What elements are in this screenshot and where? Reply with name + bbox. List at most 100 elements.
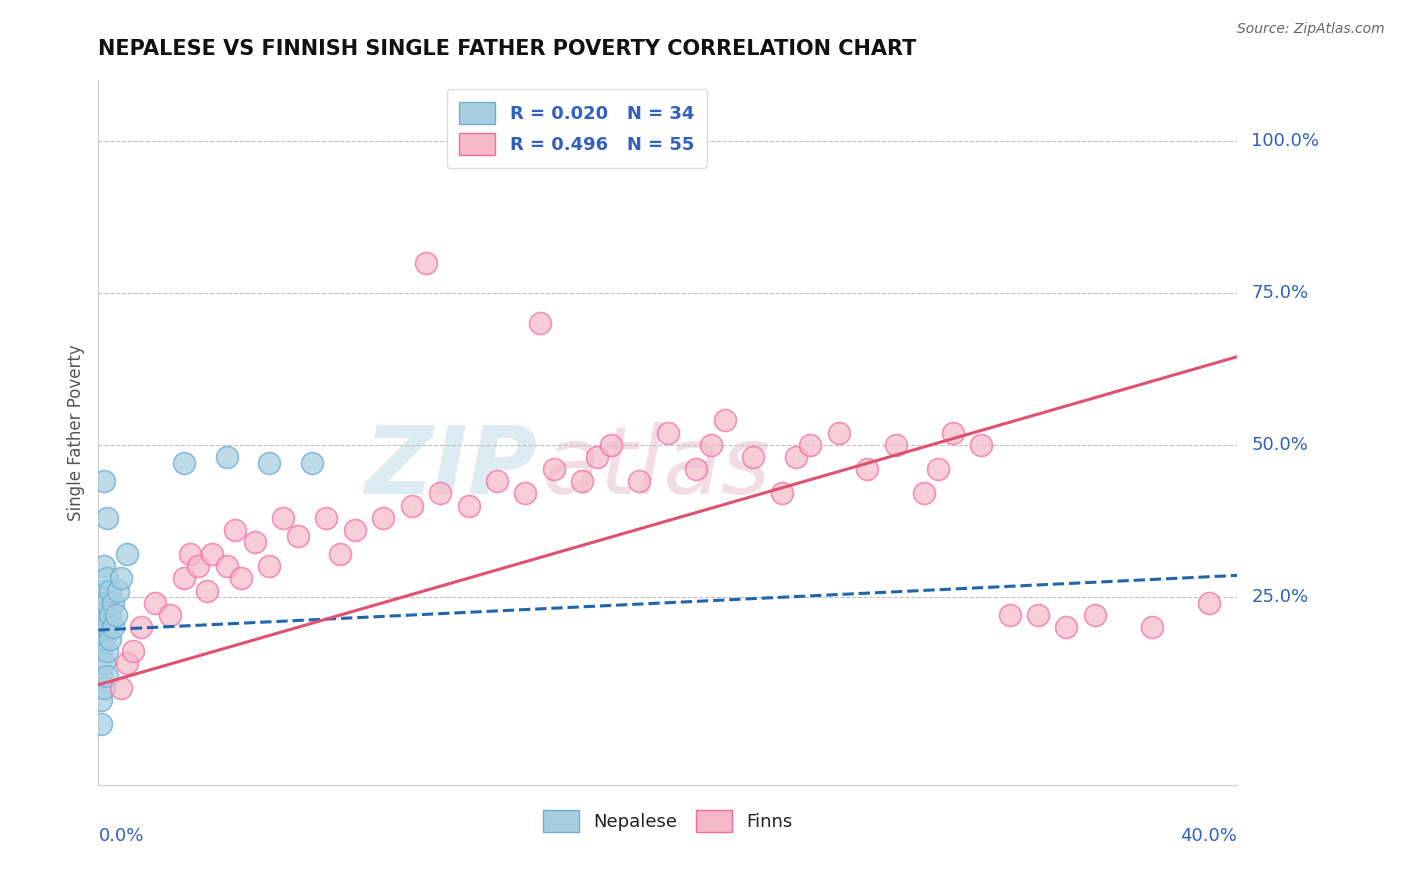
- Point: [96, 571, 118, 585]
- Point: [884, 438, 907, 452]
- Point: [742, 450, 765, 464]
- Point: [543, 462, 565, 476]
- Text: NEPALESE VS FINNISH SINGLE FATHER POVERTY CORRELATION CHART: NEPALESE VS FINNISH SINGLE FATHER POVERT…: [98, 39, 917, 59]
- Point: [159, 607, 181, 622]
- Point: [121, 644, 143, 658]
- Point: [224, 523, 246, 537]
- Text: 50.0%: 50.0%: [1251, 436, 1308, 454]
- Point: [215, 450, 238, 464]
- Point: [96, 620, 118, 634]
- Text: 25.0%: 25.0%: [1251, 588, 1309, 606]
- Point: [96, 644, 118, 658]
- Point: [515, 486, 537, 500]
- Point: [110, 571, 132, 585]
- Point: [927, 462, 949, 476]
- Point: [93, 559, 115, 574]
- Point: [96, 668, 118, 682]
- Point: [115, 547, 138, 561]
- Point: [628, 474, 651, 488]
- Text: 100.0%: 100.0%: [1251, 132, 1319, 150]
- Point: [90, 596, 112, 610]
- Point: [96, 510, 118, 524]
- Point: [343, 523, 366, 537]
- Text: Source: ZipAtlas.com: Source: ZipAtlas.com: [1237, 22, 1385, 37]
- Point: [98, 583, 121, 598]
- Point: [770, 486, 793, 500]
- Point: [1084, 607, 1107, 622]
- Point: [699, 438, 721, 452]
- Point: [195, 583, 218, 598]
- Point: [90, 620, 112, 634]
- Point: [90, 717, 112, 731]
- Point: [243, 535, 266, 549]
- Point: [912, 486, 935, 500]
- Point: [657, 425, 679, 440]
- Point: [98, 632, 121, 647]
- Y-axis label: Single Father Poverty: Single Father Poverty: [66, 344, 84, 521]
- Point: [942, 425, 965, 440]
- Point: [486, 474, 509, 488]
- Point: [93, 607, 115, 622]
- Point: [329, 547, 352, 561]
- Point: [90, 668, 112, 682]
- Point: [799, 438, 821, 452]
- Point: [571, 474, 593, 488]
- Point: [373, 510, 395, 524]
- Point: [93, 474, 115, 488]
- Text: 0.0%: 0.0%: [98, 827, 143, 845]
- Point: [301, 456, 323, 470]
- Point: [600, 438, 623, 452]
- Point: [785, 450, 807, 464]
- Point: [93, 632, 115, 647]
- Point: [714, 413, 737, 427]
- Point: [129, 620, 152, 634]
- Point: [110, 681, 132, 695]
- Point: [104, 607, 127, 622]
- Point: [201, 547, 224, 561]
- Point: [585, 450, 607, 464]
- Point: [173, 571, 195, 585]
- Point: [1026, 607, 1049, 622]
- Point: [828, 425, 851, 440]
- Text: ZIP: ZIP: [364, 422, 537, 514]
- Point: [1140, 620, 1163, 634]
- Point: [115, 657, 138, 671]
- Point: [287, 529, 309, 543]
- Point: [90, 693, 112, 707]
- Point: [529, 316, 551, 330]
- Point: [145, 596, 167, 610]
- Point: [259, 456, 281, 470]
- Text: atlas: atlas: [543, 422, 770, 514]
- Point: [93, 583, 115, 598]
- Point: [98, 607, 121, 622]
- Point: [685, 462, 707, 476]
- Point: [101, 596, 124, 610]
- Point: [315, 510, 337, 524]
- Point: [856, 462, 879, 476]
- Text: 40.0%: 40.0%: [1181, 827, 1237, 845]
- Point: [107, 583, 129, 598]
- Point: [273, 510, 295, 524]
- Point: [970, 438, 993, 452]
- Point: [93, 657, 115, 671]
- Point: [401, 499, 423, 513]
- Point: [229, 571, 252, 585]
- Point: [93, 681, 115, 695]
- Point: [90, 632, 112, 647]
- Point: [96, 596, 118, 610]
- Point: [90, 607, 112, 622]
- Point: [215, 559, 238, 574]
- Point: [187, 559, 209, 574]
- Point: [1056, 620, 1078, 634]
- Point: [101, 620, 124, 634]
- Point: [173, 456, 195, 470]
- Point: [998, 607, 1021, 622]
- Point: [259, 559, 281, 574]
- Point: [179, 547, 201, 561]
- Legend: Nepalese, Finns: Nepalese, Finns: [536, 803, 800, 839]
- Point: [415, 255, 437, 269]
- Text: 75.0%: 75.0%: [1251, 284, 1309, 301]
- Point: [90, 644, 112, 658]
- Point: [457, 499, 479, 513]
- Point: [429, 486, 451, 500]
